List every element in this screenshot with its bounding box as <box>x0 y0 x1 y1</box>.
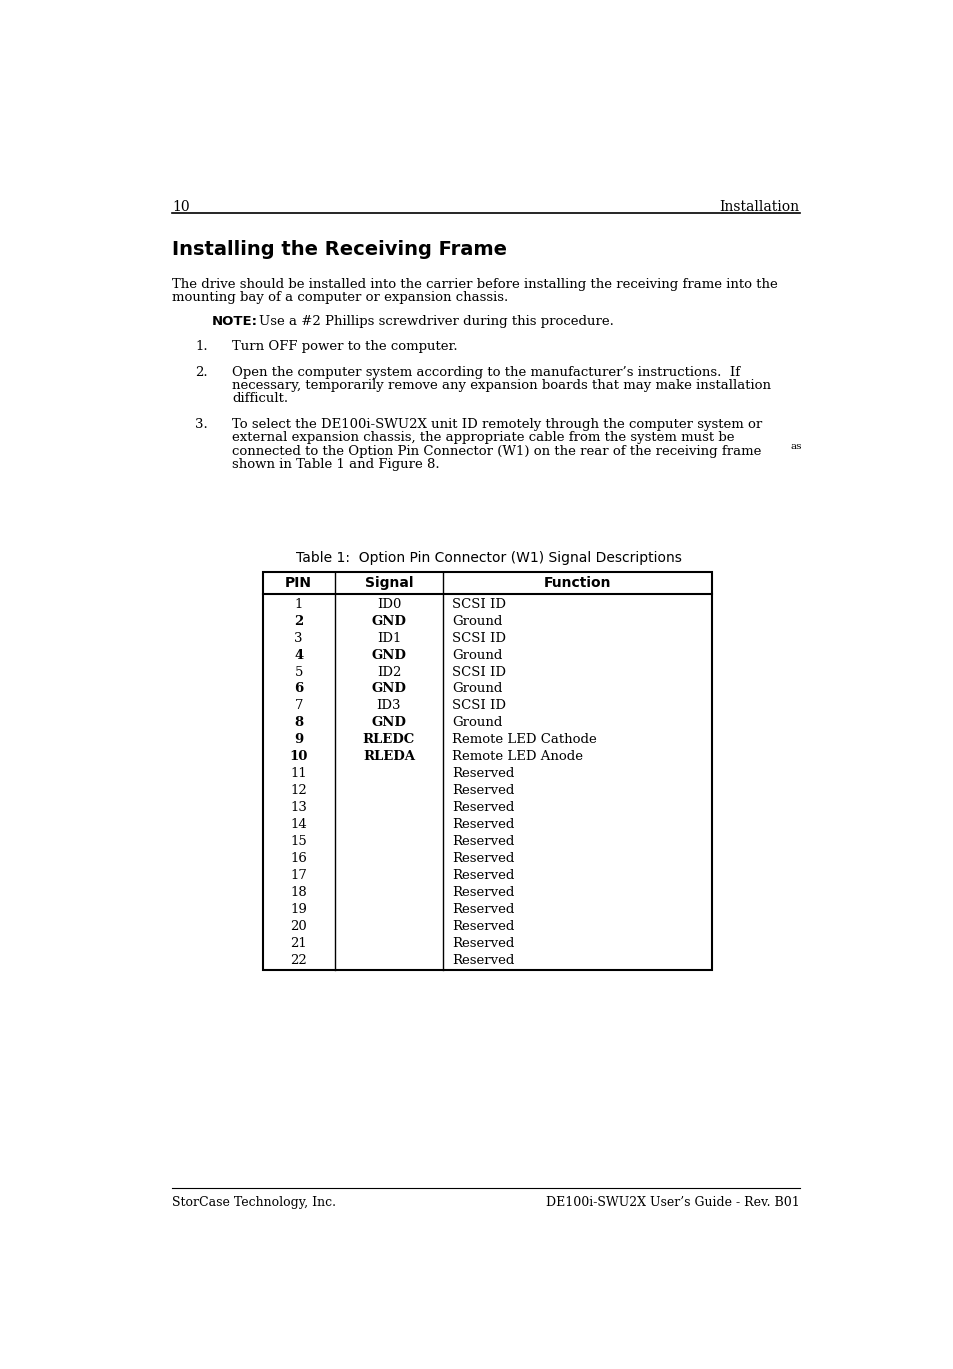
Text: Reserved: Reserved <box>452 835 515 847</box>
Text: ID3: ID3 <box>376 700 401 712</box>
Text: SCSI ID: SCSI ID <box>452 700 506 712</box>
Text: NOTE:: NOTE: <box>212 315 258 329</box>
Text: difficult.: difficult. <box>233 392 288 405</box>
Text: 10: 10 <box>289 750 308 764</box>
Text: 14: 14 <box>290 819 307 831</box>
Text: Use a #2 Phillips screwdriver during this procedure.: Use a #2 Phillips screwdriver during thi… <box>258 315 613 329</box>
Text: 2.: 2. <box>195 366 208 379</box>
Text: 21: 21 <box>290 936 307 950</box>
Text: GND: GND <box>371 683 406 695</box>
Bar <box>262 572 711 969</box>
Text: Reserved: Reserved <box>452 869 515 882</box>
Text: as: as <box>790 442 801 452</box>
Text: Reserved: Reserved <box>452 852 515 865</box>
Text: Function: Function <box>543 576 611 590</box>
Text: 16: 16 <box>290 852 307 865</box>
Text: Signal: Signal <box>364 576 413 590</box>
Text: 2: 2 <box>294 615 303 628</box>
Text: 9: 9 <box>294 734 303 746</box>
Text: 11: 11 <box>290 767 307 780</box>
Text: DE100i-SWU2X User’s Guide - Rev. B01: DE100i-SWU2X User’s Guide - Rev. B01 <box>545 1197 799 1209</box>
Text: 12: 12 <box>290 784 307 797</box>
Text: 13: 13 <box>290 801 307 815</box>
Text: external expansion chassis, the appropriate cable from the system must be: external expansion chassis, the appropri… <box>233 431 734 445</box>
Text: Reserved: Reserved <box>452 819 515 831</box>
Text: To select the DE100i-SWU2X unit ID remotely through the computer system or: To select the DE100i-SWU2X unit ID remot… <box>233 419 761 431</box>
Text: 22: 22 <box>290 954 307 967</box>
Text: Open the computer system according to the manufacturer’s instructions.  If: Open the computer system according to th… <box>233 366 740 379</box>
Text: ID2: ID2 <box>376 665 400 679</box>
Text: 8: 8 <box>294 716 303 730</box>
Text: SCSI ID: SCSI ID <box>452 598 506 611</box>
Text: Installation: Installation <box>719 200 799 214</box>
Text: GND: GND <box>371 615 406 628</box>
Text: Reserved: Reserved <box>452 784 515 797</box>
Text: Reserved: Reserved <box>452 902 515 916</box>
Text: Ground: Ground <box>452 649 502 661</box>
Text: 1.: 1. <box>195 340 208 353</box>
Text: Ground: Ground <box>452 683 502 695</box>
Text: Turn OFF power to the computer.: Turn OFF power to the computer. <box>233 340 457 353</box>
Text: 7: 7 <box>294 700 303 712</box>
Text: Reserved: Reserved <box>452 886 515 899</box>
Text: Installing the Receiving Frame: Installing the Receiving Frame <box>172 240 506 259</box>
Text: Reserved: Reserved <box>452 767 515 780</box>
Text: ID0: ID0 <box>376 598 400 611</box>
Text: shown in Table 1 and Figure 8.: shown in Table 1 and Figure 8. <box>233 457 439 471</box>
Text: 5: 5 <box>294 665 302 679</box>
Text: GND: GND <box>371 716 406 730</box>
Text: 20: 20 <box>290 920 307 932</box>
Text: Reserved: Reserved <box>452 920 515 932</box>
Text: 17: 17 <box>290 869 307 882</box>
Text: Ground: Ground <box>452 615 502 628</box>
Text: 4: 4 <box>294 649 303 661</box>
Text: 3.: 3. <box>195 419 208 431</box>
Text: 3: 3 <box>294 631 303 645</box>
Text: 6: 6 <box>294 683 303 695</box>
Text: StorCase Technology, Inc.: StorCase Technology, Inc. <box>172 1197 335 1209</box>
Text: The drive should be installed into the carrier before installing the receiving f: The drive should be installed into the c… <box>172 278 777 292</box>
Text: connected to the Option Pin Connector (W1) on the rear of the receiving frame: connected to the Option Pin Connector (W… <box>233 445 761 457</box>
Text: Remote LED Anode: Remote LED Anode <box>452 750 583 764</box>
Text: Remote LED Cathode: Remote LED Cathode <box>452 734 597 746</box>
Text: RLEDA: RLEDA <box>362 750 415 764</box>
Text: 1: 1 <box>294 598 302 611</box>
Text: Reserved: Reserved <box>452 954 515 967</box>
Text: Table 1:  Option Pin Connector (W1) Signal Descriptions: Table 1: Option Pin Connector (W1) Signa… <box>295 550 681 565</box>
Text: 15: 15 <box>290 835 307 847</box>
Text: 10: 10 <box>172 200 190 214</box>
Text: ID1: ID1 <box>376 631 400 645</box>
Text: 18: 18 <box>290 886 307 899</box>
Text: 19: 19 <box>290 902 307 916</box>
Text: Reserved: Reserved <box>452 936 515 950</box>
Text: GND: GND <box>371 649 406 661</box>
Text: Ground: Ground <box>452 716 502 730</box>
Text: SCSI ID: SCSI ID <box>452 665 506 679</box>
Text: SCSI ID: SCSI ID <box>452 631 506 645</box>
Text: mounting bay of a computer or expansion chassis.: mounting bay of a computer or expansion … <box>172 292 508 304</box>
Text: Reserved: Reserved <box>452 801 515 815</box>
Text: RLEDC: RLEDC <box>362 734 415 746</box>
Text: necessary, temporarily remove any expansion boards that may make installation: necessary, temporarily remove any expans… <box>233 379 771 392</box>
Text: PIN: PIN <box>285 576 312 590</box>
